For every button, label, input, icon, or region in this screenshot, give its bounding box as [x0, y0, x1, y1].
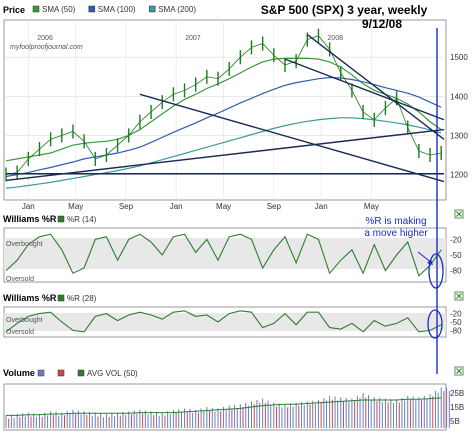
volume-down-swatch[interactable] [57, 369, 65, 377]
williams28-panel: Williams %R %R (28) -20-50-80 Overbought… [3, 293, 462, 338]
volume-tick-label: 25B [450, 389, 464, 398]
legend-entry: %R (14) [67, 215, 97, 224]
price-close-line [5, 35, 442, 175]
legend-swatch[interactable] [88, 5, 96, 13]
williams-tick-label: -20 [450, 235, 462, 244]
williams-tick-label: -20 [450, 310, 462, 319]
annotation-line2: a move higher [364, 228, 428, 239]
williams14-highlight-circle [428, 253, 444, 289]
watermark: myfoolproofjournal.com [10, 44, 83, 51]
williams-tick-label: -50 [450, 251, 462, 260]
x-tick-label: Sep [267, 202, 282, 211]
x-tick-label: Jan [22, 202, 35, 211]
trendline [284, 58, 445, 121]
volume-panel: Volume AVG VOL (50) 25B 15B 5B [3, 368, 464, 431]
legend-swatch[interactable] [32, 5, 40, 13]
williams-tick-label: -80 [450, 267, 462, 276]
williams28-band [4, 313, 446, 331]
price-tick-label: 1400 [450, 92, 468, 101]
year-label: 2008 [327, 35, 343, 42]
williams28-panel-label: Williams %R [3, 293, 57, 303]
volume-tick-label: 5B [450, 417, 460, 426]
williams14-overbought-label: Overbought [6, 241, 43, 248]
price-panel-label: Price [3, 5, 25, 15]
sma-line-sma200 [5, 117, 442, 189]
x-tick-label: May [68, 202, 83, 211]
legend-swatch[interactable] [77, 369, 85, 377]
legend-entry: SMA (200) [158, 5, 196, 14]
x-tick-label: Jan [315, 202, 328, 211]
williams14-panel-label: Williams %R [3, 214, 57, 224]
price-tick-label: 1500 [450, 53, 468, 62]
chart-subtitle: 9/12/08 [362, 17, 402, 31]
x-tick-label: May [364, 202, 379, 211]
year-label: 2006 [37, 35, 53, 42]
legend-entry: AVG VOL (50) [87, 369, 138, 378]
legend-entry: SMA (50) [42, 5, 76, 14]
legend-entry: SMA (100) [98, 5, 136, 14]
volume-frame [3, 383, 447, 431]
williams-tick-label: -80 [450, 326, 462, 335]
williams28-overbought-label: Overbought [6, 317, 43, 324]
legend-swatch[interactable] [57, 294, 65, 302]
legend-swatch[interactable] [148, 5, 156, 13]
volume-up-swatch[interactable] [37, 369, 45, 377]
sma-line-sma100 [5, 76, 442, 178]
williams14-band [4, 238, 446, 269]
williams14-oversold-label: Oversold [6, 276, 34, 283]
annotation-line1: %R is making [365, 216, 426, 227]
williams28-oversold-label: Oversold [6, 329, 34, 336]
legend-entry: %R (28) [67, 294, 97, 303]
price-panel: 1500 1400 1300 1200 Jan May Sep Jan May Sep Jan Ma… [3, 19, 468, 211]
williams28-highlight-circle [427, 309, 443, 339]
sma-line-sma50 [5, 57, 442, 162]
williams14-line [5, 233, 442, 277]
legend-swatch[interactable] [57, 215, 65, 223]
price-tick-label: 1200 [450, 171, 468, 180]
price-tick-label: 1300 [450, 131, 468, 140]
trendline [5, 128, 445, 182]
close-panel-glyph [456, 368, 462, 374]
volume-panel-label: Volume [3, 368, 35, 378]
volume-tick-label: 15B [450, 403, 464, 412]
x-tick-label: May [216, 202, 231, 211]
year-label: 2007 [185, 35, 201, 42]
annotation-arrowhead [427, 259, 433, 265]
trendline [139, 93, 445, 183]
williams-tick-label: -50 [450, 318, 462, 327]
trendline [306, 33, 445, 140]
close-panel-glyph [456, 293, 462, 299]
x-tick-label: Jan [170, 202, 183, 211]
x-tick-label: Sep [119, 202, 134, 211]
chart-title: S&P 500 (SPX) 3 year, weekly [261, 3, 428, 17]
williams14-panel: Williams %R %R (14) -20 -50 -80 Overbought… [3, 214, 462, 283]
close-panel-glyph [456, 211, 462, 217]
volume-average-line [6, 397, 442, 416]
williams28-line [5, 310, 442, 333]
